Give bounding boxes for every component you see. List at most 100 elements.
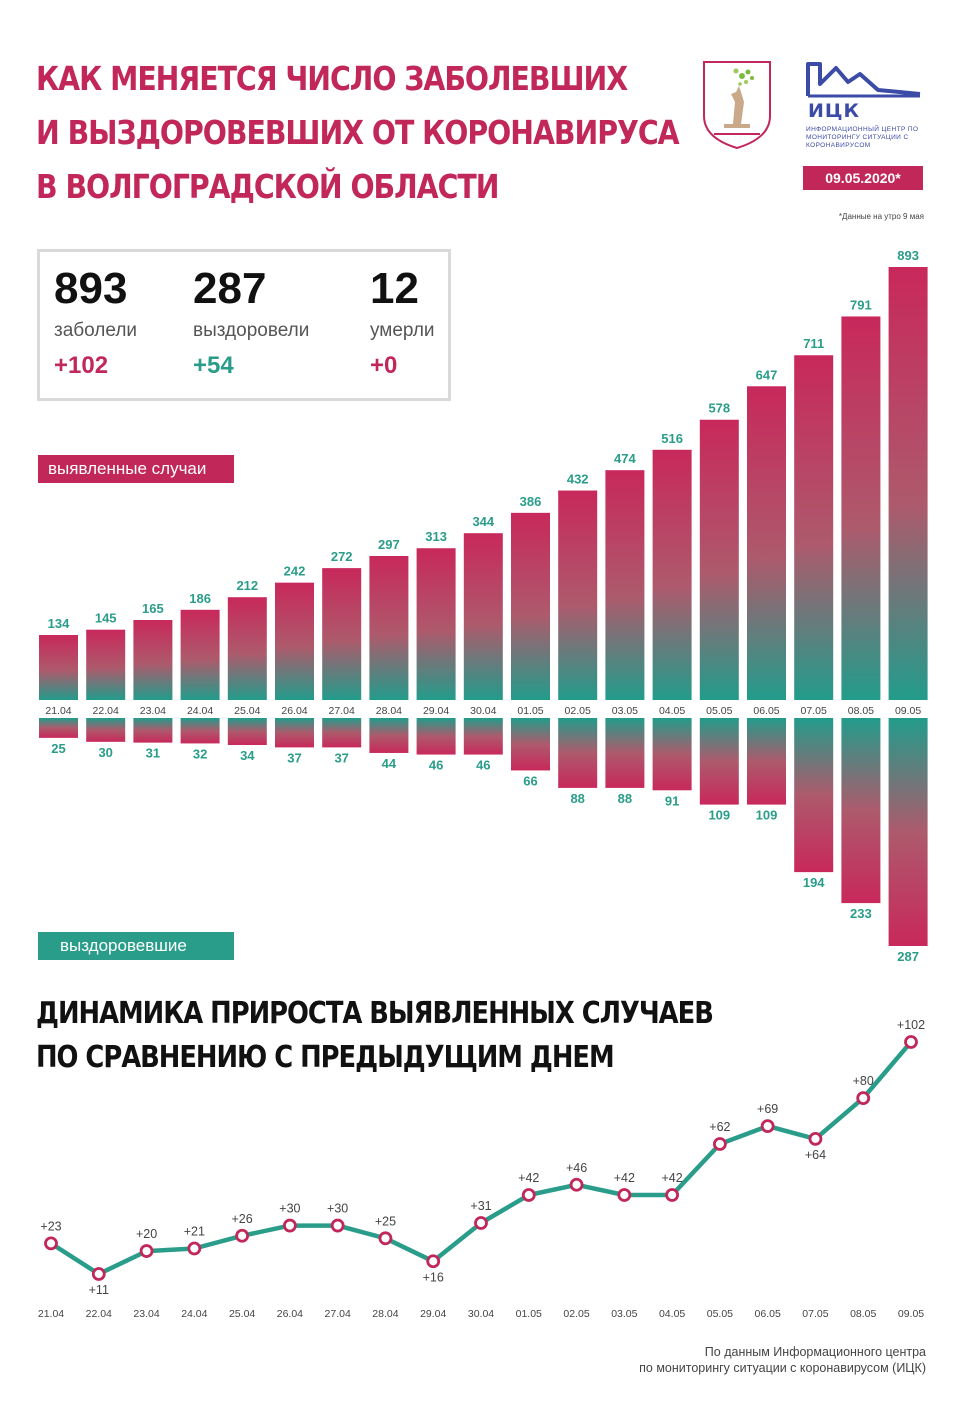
- case-bar: [322, 568, 362, 700]
- date-label: 25.04: [229, 1308, 255, 1320]
- source-line: По данным Информационного центра: [704, 1345, 926, 1359]
- growth-point-label: +26: [232, 1212, 253, 1226]
- growth-point-label: +11: [89, 1283, 109, 1297]
- stat-value: 12: [370, 264, 419, 313]
- case-bar: [275, 582, 314, 700]
- recovered-bar: [322, 718, 362, 748]
- case-bar-value: 516: [661, 431, 683, 446]
- recovered-bar-value: 31: [146, 746, 160, 761]
- case-bar-value: 344: [472, 514, 494, 529]
- recovered-bar: [699, 718, 739, 805]
- recovered-bar: [416, 718, 456, 755]
- date-label: 09.05: [895, 705, 921, 717]
- date-label: 01.05: [516, 1308, 542, 1320]
- growth-point-label: +80: [853, 1074, 874, 1088]
- growth-point: [91, 1267, 106, 1281]
- logo-name: ИЦК: [808, 100, 861, 122]
- recovered-bar-value: 34: [240, 748, 255, 763]
- growth-point: [426, 1254, 441, 1269]
- recovered-bar-value: 37: [287, 750, 301, 765]
- case-bar: [511, 512, 550, 700]
- case-bar: [652, 449, 692, 700]
- title-line: В ВОЛГОГРАДСКОЙ ОБЛАСТИ: [36, 167, 499, 206]
- case-bar-value: 165: [142, 601, 164, 616]
- recovered-bar: [511, 718, 550, 771]
- case-bar-value: 186: [189, 591, 211, 606]
- logo-subtitle: ИНФОРМАЦИОННЫЙ ЦЕНТР ПО МОНИТОРИНГУ СИТУ…: [806, 126, 919, 149]
- case-bar: [794, 355, 834, 700]
- growth-point-label: +42: [662, 1171, 683, 1185]
- case-bar: [605, 470, 645, 700]
- case-bar: [841, 316, 881, 700]
- stat-deaths: 12 умерли +0: [370, 264, 435, 380]
- growth-point: [808, 1131, 823, 1146]
- growth-point-label: +64: [805, 1148, 826, 1162]
- cases-tag: выявленные случаи: [38, 455, 234, 483]
- growth-point: [521, 1188, 536, 1202]
- growth-point: [187, 1241, 202, 1256]
- case-bar-value: 711: [803, 336, 824, 351]
- stat-infected: 893 заболели +102: [54, 264, 137, 380]
- date-label: 24.04: [187, 705, 213, 717]
- case-bar: [558, 490, 598, 700]
- source-note: По данным Информационного центра по мони…: [560, 1344, 926, 1376]
- recovered-bar-value: 46: [476, 758, 490, 773]
- title-line: КАК МЕНЯЕТСЯ ЧИСЛО ЗАБОЛЕВШИХ: [36, 59, 628, 98]
- case-bar-value: 242: [284, 564, 306, 579]
- growth-point-label: +30: [327, 1202, 348, 1216]
- date-label: 30.04: [470, 705, 496, 717]
- date-label: 05.05: [707, 1308, 733, 1320]
- growth-point: [665, 1188, 680, 1202]
- source-line: по мониторингу ситуации с коронавирусом …: [639, 1361, 926, 1375]
- growth-point-label: +62: [709, 1120, 730, 1134]
- date-label: 09.05: [898, 1308, 924, 1320]
- case-bar: [888, 267, 928, 700]
- stat-value: 893: [54, 264, 128, 313]
- recovered-bar: [275, 718, 314, 748]
- line-chart-title: ДИНАМИКА ПРИРОСТА ВЫЯВЛЕННЫХ СЛУЧАЕВ ПО …: [36, 992, 714, 1080]
- recovered-bar: [369, 718, 409, 753]
- recovered-bar: [605, 718, 645, 788]
- date-label: 28.04: [376, 705, 402, 717]
- case-bar-value: 647: [756, 367, 778, 382]
- growth-point-label: +69: [757, 1102, 778, 1116]
- growth-point-label: +20: [136, 1227, 157, 1241]
- growth-point: [378, 1231, 393, 1246]
- case-bar-value: 145: [95, 611, 117, 626]
- date-label: 23.04: [133, 1308, 159, 1320]
- case-bar-value: 297: [378, 537, 400, 552]
- recovered-bar-value: 44: [382, 756, 397, 771]
- case-bar-value: 893: [897, 248, 919, 263]
- growth-point: [569, 1177, 584, 1192]
- case-bar: [747, 386, 786, 700]
- case-bar-value: 212: [236, 578, 258, 593]
- recovered-bar-value: 32: [193, 746, 207, 761]
- date-label: 29.04: [420, 1308, 446, 1320]
- date-label: 23.04: [140, 705, 166, 717]
- case-bar: [86, 629, 126, 700]
- stat-recovered: 287 выздоровели +54: [193, 264, 309, 380]
- case-bar: [416, 548, 456, 700]
- recovered-bar-value: 88: [618, 791, 632, 806]
- recovered-bar-value: 194: [803, 875, 825, 890]
- case-bar: [463, 533, 503, 700]
- case-bar-value: 134: [48, 616, 70, 631]
- stat-value: 287: [193, 264, 267, 313]
- date-label: 07.05: [801, 705, 827, 717]
- growth-point-label: +31: [470, 1199, 491, 1213]
- date-label: 26.04: [277, 1308, 303, 1320]
- date-badge: 09.05.2020*: [803, 166, 923, 190]
- case-bar-value: 474: [614, 451, 636, 466]
- growth-point: [44, 1236, 58, 1251]
- date-label: 30.04: [468, 1308, 494, 1320]
- date-label: 05.05: [706, 705, 732, 717]
- case-bar: [39, 635, 78, 700]
- date-label: 08.05: [848, 705, 874, 717]
- case-bar-value: 791: [850, 297, 872, 312]
- recovered-bar: [180, 718, 220, 744]
- growth-point: [330, 1218, 345, 1233]
- date-label: 29.04: [423, 705, 449, 717]
- date-label: 28.04: [372, 1308, 398, 1320]
- case-bar-value: 313: [425, 529, 447, 544]
- recovered-bar-value: 88: [570, 791, 584, 806]
